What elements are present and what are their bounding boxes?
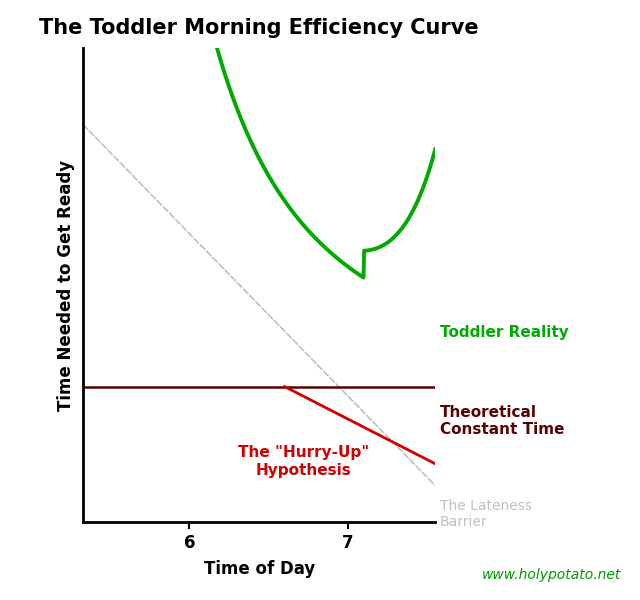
Title: The Toddler Morning Efficiency Curve: The Toddler Morning Efficiency Curve xyxy=(40,18,479,38)
X-axis label: Time of Day: Time of Day xyxy=(204,560,315,578)
Text: The "Hurry-Up"
Hypothesis: The "Hurry-Up" Hypothesis xyxy=(238,445,369,478)
Text: Theoretical
Constant Time: Theoretical Constant Time xyxy=(440,404,564,437)
Y-axis label: Time Needed to Get Ready: Time Needed to Get Ready xyxy=(57,160,75,410)
Text: Toddler Reality: Toddler Reality xyxy=(440,325,569,340)
Text: www.holypotato.net: www.holypotato.net xyxy=(481,568,621,582)
Text: The Lateness
Barrier: The Lateness Barrier xyxy=(440,499,532,529)
